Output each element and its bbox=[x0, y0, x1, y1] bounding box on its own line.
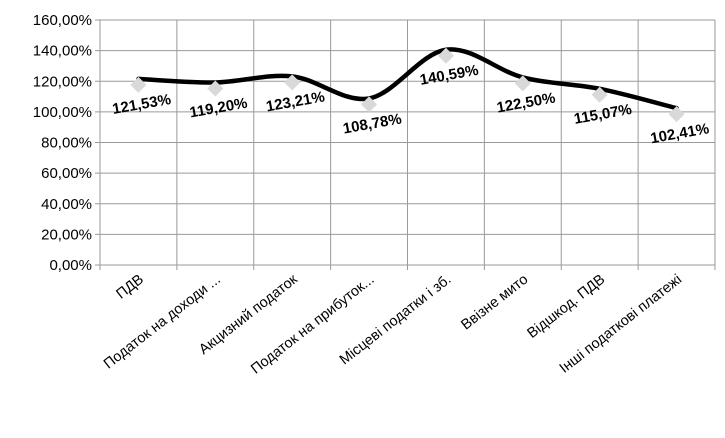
x-tick-label: Ввізне мито bbox=[458, 272, 531, 334]
data-point-marker bbox=[284, 74, 301, 91]
series-markers bbox=[130, 47, 685, 123]
y-tick-label: 20,00% bbox=[41, 226, 92, 243]
data-label: 102,41% bbox=[649, 120, 710, 147]
data-point-marker bbox=[668, 106, 685, 123]
y-tick-label: 140,00% bbox=[33, 43, 92, 60]
data-point-marker bbox=[207, 80, 224, 97]
y-tick-label: 80,00% bbox=[41, 135, 92, 152]
y-tick-label: 0,00% bbox=[49, 257, 92, 274]
data-label: 140,59% bbox=[419, 62, 480, 89]
x-tick-label: Відшкод. ПДВ bbox=[524, 272, 608, 342]
data-point-marker bbox=[437, 47, 454, 64]
grid-lines bbox=[99, 19, 716, 270]
y-tick-label: 120,00% bbox=[33, 73, 92, 90]
data-label: 119,20% bbox=[188, 95, 248, 122]
x-tick-label: ПДВ bbox=[113, 272, 146, 303]
series-line bbox=[136, 47, 679, 111]
data-point-marker bbox=[591, 86, 608, 103]
data-label: 115,07% bbox=[573, 101, 633, 128]
y-tick-label: 100,00% bbox=[33, 104, 92, 121]
data-label: 121,53% bbox=[111, 91, 172, 118]
data-point-marker bbox=[514, 75, 531, 92]
y-tick-label: 40,00% bbox=[41, 196, 92, 213]
x-tick-label: Інші податкові платежі bbox=[557, 272, 685, 377]
data-point-marker bbox=[361, 96, 378, 113]
y-tick-label: 160,00% bbox=[33, 12, 92, 29]
x-tick-label: Податок на прибуток... bbox=[248, 272, 377, 378]
y-axis: 0,00% 20,00% 40,00% 60,00% 80,00% 100,00% 120,… bbox=[33, 12, 100, 274]
series-path bbox=[136, 47, 679, 111]
data-point-marker bbox=[130, 76, 147, 93]
data-label: 122,50% bbox=[495, 89, 556, 116]
data-label: 108,78% bbox=[342, 110, 403, 137]
data-label: 123,21% bbox=[265, 88, 326, 115]
y-tick-label: 60,00% bbox=[41, 165, 92, 182]
data-labels: 121,53% 119,20% 123,21% 108,78% 140,59% 122,5… bbox=[111, 62, 710, 147]
